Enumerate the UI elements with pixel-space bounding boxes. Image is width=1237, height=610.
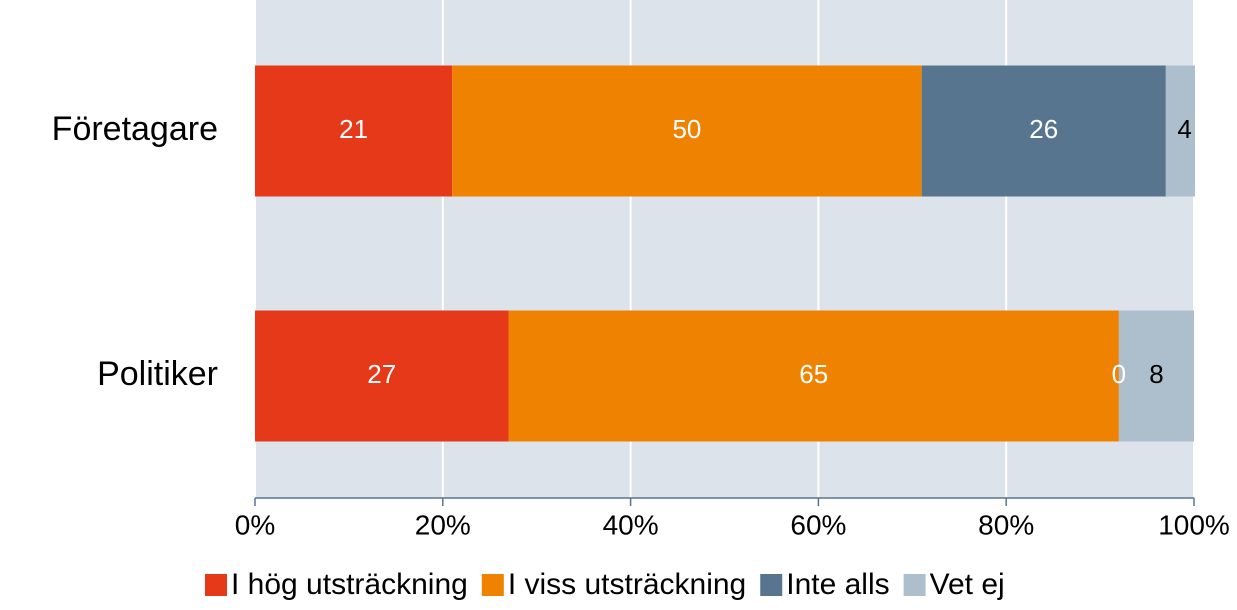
legend-swatch (205, 574, 227, 596)
category-label: Politiker (97, 355, 218, 393)
labels: 0% 20% 40% 60% 80% 100% Företagare 21 50 26 4 Polit… (52, 110, 1230, 601)
bar-segment (1165, 65, 1195, 197)
x-tick-label: 20% (415, 509, 471, 540)
data-label: 21 (339, 114, 368, 144)
x-tick-label: 60% (790, 509, 846, 540)
bars (255, 65, 1195, 442)
data-label: 26 (1029, 114, 1058, 144)
legend-label: Inte alls (786, 568, 889, 601)
bar-segment (921, 65, 1166, 197)
legend-swatch (481, 574, 504, 596)
data-label: 27 (367, 359, 396, 389)
x-tick-label: 40% (603, 509, 659, 540)
x-tick-label: 100% (1158, 509, 1230, 540)
legend-swatch (760, 574, 783, 596)
legend-label: I viss utsträckning (508, 568, 746, 601)
bar-segment (255, 65, 453, 197)
legend-label: I hög utsträckning (231, 568, 468, 601)
data-label: 8 (1149, 359, 1163, 389)
category-label: Företagare (52, 110, 218, 148)
legend-label: Vet ej (930, 568, 1005, 601)
bar-segment (508, 310, 1119, 442)
data-label: 4 (1177, 114, 1191, 144)
data-label: 0 (1112, 359, 1126, 389)
data-label: 50 (672, 114, 701, 144)
data-label: 65 (799, 359, 828, 389)
legend-swatch (903, 574, 926, 596)
x-tick-label: 80% (978, 509, 1034, 540)
bar-segment (255, 310, 509, 442)
bar-segment (1118, 310, 1194, 442)
x-tick-label: 0% (235, 509, 275, 540)
bar-segment (452, 65, 922, 197)
